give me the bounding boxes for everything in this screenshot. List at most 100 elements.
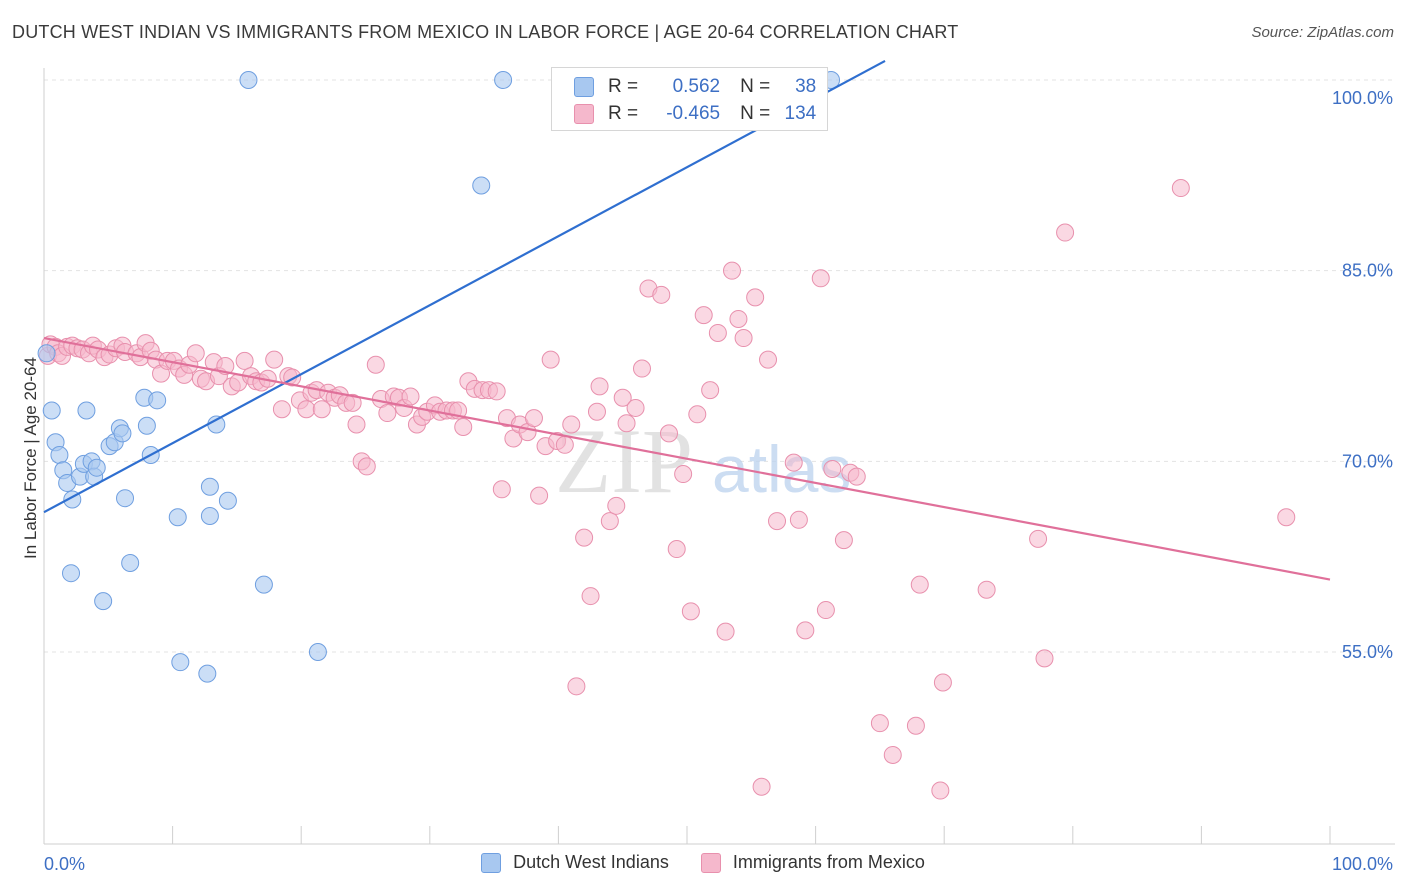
data-point-mexico xyxy=(541,350,560,369)
data-point-mexico xyxy=(575,528,594,547)
data-point-mexico xyxy=(796,621,815,640)
axis-layer xyxy=(43,68,1395,845)
data-point-mexico xyxy=(688,405,707,424)
data-point-mexico xyxy=(235,351,254,370)
data-point-mexico xyxy=(590,377,609,396)
data-point-mexico xyxy=(752,777,771,796)
data-point-mexico xyxy=(487,382,506,401)
data-point-mexico xyxy=(626,398,645,417)
data-point-mexico xyxy=(1035,649,1054,668)
tick-labels: 55.0% 70.0% 85.0% 100.0% 0.0% 100.0% xyxy=(44,88,1393,874)
legend-swatch-blue xyxy=(481,852,502,873)
data-point-mexico xyxy=(347,415,366,434)
trend-line-immigrants-from-mexico xyxy=(43,336,1331,581)
data-point-mexico xyxy=(784,453,803,472)
data-point-mexico xyxy=(186,344,205,363)
data-point-mexico xyxy=(694,306,713,325)
data-point-mexico xyxy=(652,285,671,304)
data-point-mexico xyxy=(366,355,385,374)
data-point-mexico xyxy=(581,587,600,606)
data-point-mexico xyxy=(567,677,586,696)
data-point-dutch-west-indian xyxy=(198,664,217,683)
y-tick-label: 85.0% xyxy=(1342,261,1393,281)
legend-row-immigrants-from-mexico: R = -0.465 N = 134 xyxy=(574,102,816,126)
data-point-dutch-west-indian xyxy=(239,71,258,89)
data-point-mexico xyxy=(834,531,853,550)
data-point-mexico xyxy=(931,781,950,800)
data-point-mexico xyxy=(746,288,765,307)
data-point-mexico xyxy=(297,400,316,419)
data-point-dutch-west-indian xyxy=(42,401,61,420)
data-point-mexico xyxy=(492,480,511,499)
chart-title: DUTCH WEST INDIAN VS IMMIGRANTS FROM MEX… xyxy=(12,22,959,42)
data-point-mexico xyxy=(265,350,284,369)
data-point-mexico xyxy=(906,716,925,735)
data-point-dutch-west-indian xyxy=(113,424,132,443)
data-point-mexico xyxy=(910,575,929,594)
trend-line-dutch-west-indians xyxy=(43,59,886,514)
data-point-mexico xyxy=(674,465,693,484)
data-point-mexico xyxy=(933,673,952,692)
data-point-dutch-west-indian xyxy=(200,506,219,525)
data-point-mexico xyxy=(555,435,574,454)
data-point-mexico xyxy=(1277,508,1296,527)
x-tick-label: 0.0% xyxy=(44,854,85,874)
data-point-mexico xyxy=(659,424,678,443)
legend-swatch-pink xyxy=(574,104,594,124)
data-point-dutch-west-indian xyxy=(171,653,190,672)
legend-n-label: N = xyxy=(740,103,771,124)
legend-item-immigrants-from-mexico[interactable]: Immigrants from Mexico xyxy=(700,852,925,873)
data-point-mexico xyxy=(562,415,581,434)
data-point-mexico xyxy=(401,387,420,406)
legend-r-label: R = xyxy=(608,103,639,124)
data-point-mexico xyxy=(600,512,619,531)
data-point-mexico xyxy=(343,393,362,412)
data-point-dutch-west-indian xyxy=(494,71,513,89)
data-point-mexico xyxy=(681,602,700,621)
legend-item-dutch-west-indians[interactable]: Dutch West Indians xyxy=(481,852,669,873)
data-point-dutch-west-indian xyxy=(254,575,273,594)
legend-label: Immigrants from Mexico xyxy=(732,852,925,872)
legend-n-label: N = xyxy=(740,76,771,97)
data-point-mexico xyxy=(530,486,549,505)
data-point-dutch-west-indian xyxy=(168,508,187,527)
data-point-mexico xyxy=(454,418,473,437)
data-point-dutch-west-indian xyxy=(218,491,237,510)
correlation-legend: R = 0.562 N = 38 R = -0.465 N = 134 xyxy=(551,67,828,131)
legend-swatch-blue xyxy=(574,77,594,97)
series-dutch-west-indians xyxy=(37,71,841,683)
data-point-mexico xyxy=(667,540,686,559)
data-point-mexico xyxy=(1171,179,1190,198)
data-point-mexico xyxy=(708,323,727,342)
data-point-mexico xyxy=(823,459,842,478)
data-point-dutch-west-indian xyxy=(77,401,96,420)
legend-r-value: -0.465 xyxy=(666,103,721,124)
data-point-dutch-west-indian xyxy=(472,176,491,195)
data-point-mexico xyxy=(607,496,626,515)
data-point-mexico xyxy=(524,409,543,428)
y-tick-label: 55.0% xyxy=(1342,642,1393,662)
data-point-mexico xyxy=(729,309,748,328)
data-point-mexico xyxy=(734,329,753,348)
data-point-dutch-west-indian xyxy=(116,489,135,508)
y-tick-label: 70.0% xyxy=(1342,451,1393,471)
data-point-mexico xyxy=(701,381,720,400)
legend-row-dutch-west-indians: R = 0.562 N = 38 xyxy=(574,75,816,99)
data-point-mexico xyxy=(816,601,835,620)
data-point-dutch-west-indian xyxy=(50,445,69,464)
data-point-mexico xyxy=(587,402,606,421)
data-point-mexico xyxy=(723,261,742,280)
data-point-dutch-west-indian xyxy=(308,643,327,661)
data-point-dutch-west-indian xyxy=(87,458,106,477)
data-point-mexico xyxy=(613,388,632,407)
data-point-dutch-west-indian xyxy=(62,564,81,583)
trend-lines xyxy=(43,59,1331,581)
x-tick-label: 100.0% xyxy=(1332,854,1393,874)
data-point-mexico xyxy=(870,714,889,733)
data-point-mexico xyxy=(632,359,651,378)
legend-n-value: 38 xyxy=(795,76,817,97)
data-point-dutch-west-indian xyxy=(94,592,113,611)
y-axis-label: In Labor Force | Age 20-64 xyxy=(21,357,40,559)
data-point-mexico xyxy=(357,457,376,476)
